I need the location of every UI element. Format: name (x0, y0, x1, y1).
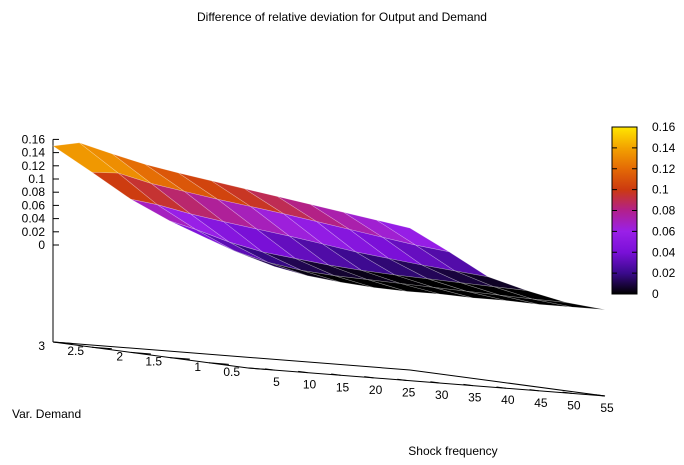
back-floor-edge-x (52, 341, 411, 371)
colorbar-tick-label: 0.12 (652, 162, 676, 176)
z-tick-label: 0.1 (28, 172, 45, 186)
x-tick (364, 376, 374, 379)
z-tick-label: 0.04 (22, 212, 46, 226)
x-tick-label: 55 (600, 401, 614, 415)
x-tick (529, 389, 539, 392)
colorbar-tick-label: 0.16 (652, 120, 676, 134)
x-axis-label: Shock frequency (408, 444, 497, 458)
y-tick (130, 351, 151, 355)
x-tick (331, 373, 341, 376)
x-tick (463, 383, 473, 387)
back-floor-edge-y (409, 369, 606, 397)
colorbar-tick-label: 0.02 (652, 266, 676, 280)
colorbar-tick-label: 0.14 (652, 141, 676, 155)
x-tick-label: 30 (435, 388, 449, 402)
colorbar-tick-label: 0 (652, 287, 659, 301)
y-tick-label: 1.5 (145, 355, 162, 369)
x-tick (430, 381, 440, 384)
surface-cell (415, 244, 489, 278)
y-tick-label: 2 (116, 349, 123, 363)
z-tick-label: 0.14 (22, 146, 46, 160)
y-tick (208, 362, 229, 365)
y-tick (247, 367, 268, 371)
y-tick-label: 3 (38, 339, 45, 353)
colorbar-tick-label: 0.1 (652, 183, 669, 197)
z-tick-label: 0.08 (22, 185, 46, 199)
x-tick-label: 5 (273, 375, 280, 389)
colorbar-tick-label: 0.04 (652, 245, 676, 259)
y-tick-label: 1 (194, 360, 201, 374)
y-tick (169, 357, 190, 360)
x-tick (496, 386, 506, 389)
x-tick-label: 20 (369, 383, 383, 397)
y-tick-label: 0.5 (223, 365, 240, 379)
x-tick-label: 35 (468, 391, 482, 405)
x-tick (298, 370, 308, 374)
y-tick (52, 341, 73, 345)
colorbar-tick-label: 0.08 (652, 204, 676, 218)
x-tick (562, 391, 573, 394)
z-tick-label: 0.16 (22, 132, 46, 146)
y-axis-label: Var. Demand (12, 407, 81, 421)
x-tick-label: 40 (501, 393, 515, 407)
x-tick (595, 394, 606, 397)
z-tick-label: 0.12 (22, 159, 46, 173)
surface-cell (532, 298, 606, 310)
colorbar-tick-label: 0.06 (652, 224, 676, 238)
x-tick-label: 15 (336, 380, 350, 394)
z-tick-label: 0 (38, 238, 45, 252)
z-tick-label: 0.06 (22, 198, 46, 212)
y-tick-label: 2.5 (67, 344, 84, 358)
chart-title: Difference of relative deviation for Out… (197, 10, 487, 24)
x-tick-label: 45 (534, 396, 548, 410)
x-tick (397, 378, 407, 381)
x-tick-label: 50 (567, 398, 581, 412)
y-tick (91, 346, 112, 350)
x-tick-label: 25 (402, 385, 416, 399)
x-tick-label: 10 (303, 378, 317, 392)
surface-cell (493, 286, 567, 303)
z-tick-label: 0.02 (22, 225, 46, 239)
